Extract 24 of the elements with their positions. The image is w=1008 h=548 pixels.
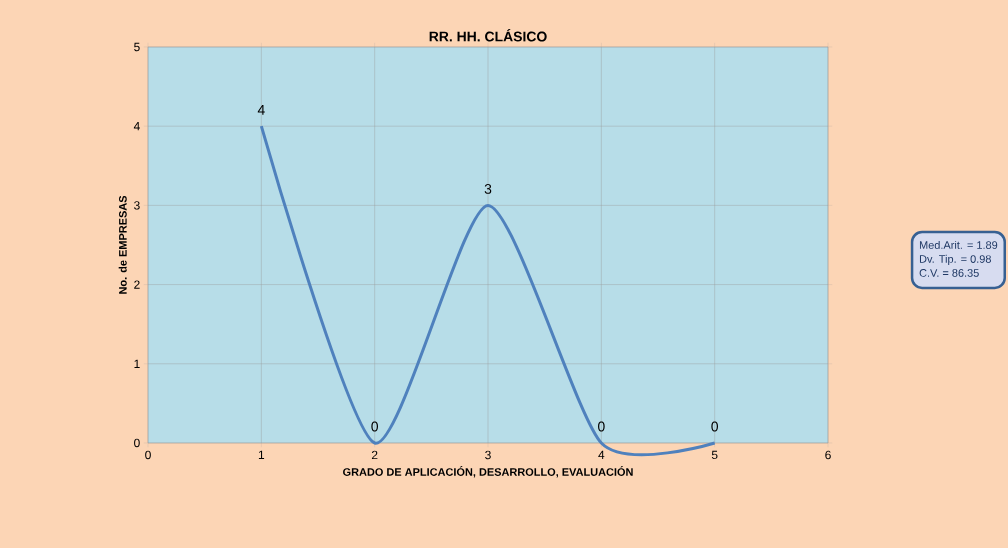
- chart-title: RR. HH. CLÁSICO: [429, 28, 547, 42]
- x-tick-label: 1: [258, 450, 265, 459]
- y-tick-label: 0: [134, 438, 140, 448]
- data-label: 0: [371, 421, 379, 432]
- y-tick-label: 5: [134, 42, 140, 52]
- y-tick-label: 2: [134, 280, 140, 289]
- text: Med.Arit. = 1.89: [919, 240, 998, 249]
- text: Dv. Tip. = 0.98: [919, 254, 991, 266]
- y-axis-title: No. de EMPRESAS: [118, 195, 127, 294]
- x-axis-title: GRADO DE APLICACIÓN, DESARROLLO, EVALUACIÓN: [343, 466, 633, 478]
- x-tick-label: 4: [598, 450, 605, 459]
- data-label: 0: [598, 421, 605, 432]
- y-tick-label: 3: [134, 201, 140, 210]
- y-tick-label: 1: [134, 359, 140, 368]
- data-label: 4: [257, 105, 265, 115]
- data-label: 3: [484, 183, 492, 194]
- y-tick-label: 4: [133, 122, 140, 131]
- x-tick-label: 0: [145, 450, 151, 460]
- data-label: 0: [711, 421, 719, 432]
- x-tick-label: 2: [371, 450, 378, 460]
- x-tick-label: 6: [825, 450, 831, 460]
- text: C.V. = 86.35: [919, 269, 979, 277]
- x-tick-label: 3: [485, 450, 491, 460]
- x-tick-label: 5: [711, 450, 718, 460]
